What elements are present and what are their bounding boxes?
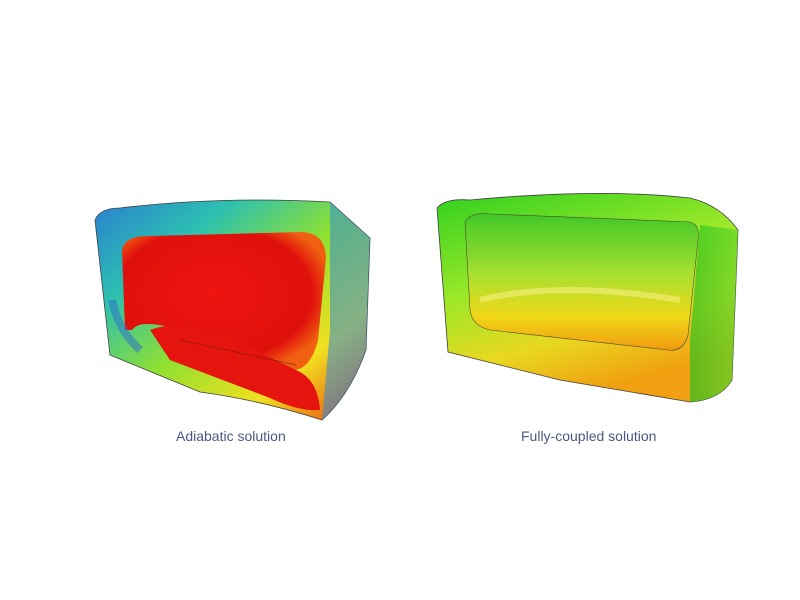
fully-coupled-model: [436, 193, 739, 403]
adiabatic-model: [94, 199, 371, 421]
caption-fully-coupled: Fully-coupled solution: [521, 428, 657, 444]
caption-adiabatic: Adiabatic solution: [176, 428, 286, 444]
